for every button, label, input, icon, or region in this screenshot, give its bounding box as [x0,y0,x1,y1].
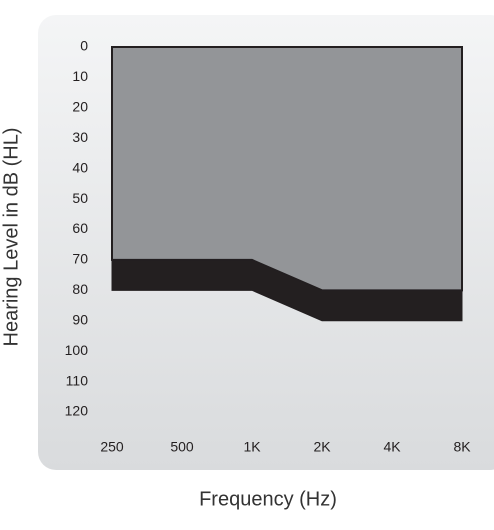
y-tick-label: 120 [65,403,89,419]
x-tick-label: 500 [170,439,194,455]
y-tick-label: 90 [72,311,88,327]
x-axis-title: Frequency (Hz) [199,488,337,510]
y-tick-label: 30 [72,129,88,145]
y-axis-title: Hearing Level in dB (HL) [0,128,22,347]
y-tick-label: 80 [72,281,88,297]
x-tick-label: 8K [453,439,471,455]
area-layer [111,259,463,322]
y-tick-label: 40 [72,159,88,175]
y-tick-label: 100 [65,342,89,358]
y-tick-label: 70 [72,251,88,267]
y-tick-label: 0 [80,38,88,54]
y-tick-label: 10 [72,68,88,84]
y-tick-label: 20 [72,99,88,115]
x-tick-label: 1K [243,439,261,455]
y-tick-label: 60 [72,220,88,236]
x-tick-label: 2K [313,439,331,455]
y-tick-label: 110 [66,372,89,388]
x-tick-label: 250 [100,439,124,455]
x-tick-label: 4K [383,439,401,455]
area-layer [111,46,463,292]
y-tick-label: 50 [72,190,88,206]
plot [111,46,463,322]
